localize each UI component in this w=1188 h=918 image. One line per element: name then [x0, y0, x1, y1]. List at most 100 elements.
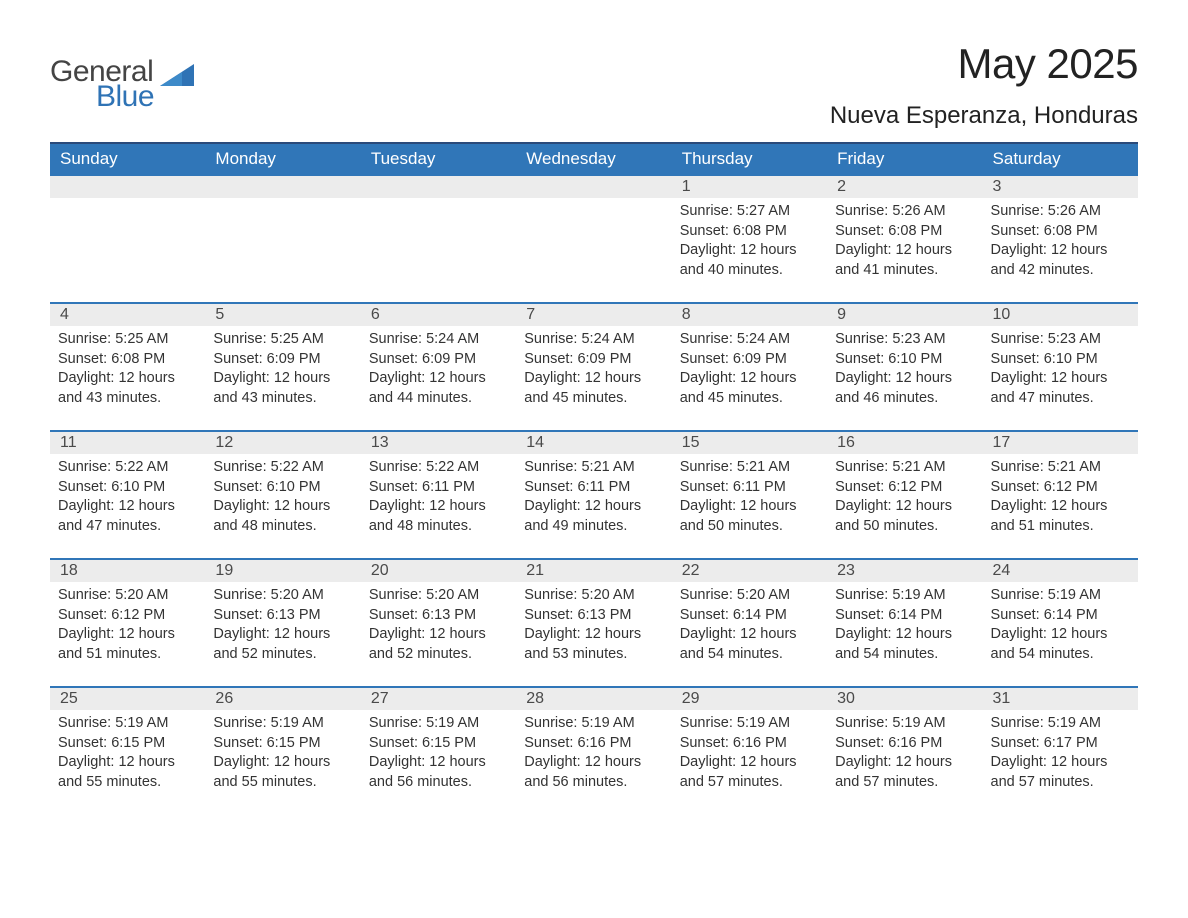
month-title: May 2025	[830, 40, 1138, 88]
calendar-week-row: 11Sunrise: 5:22 AMSunset: 6:10 PMDayligh…	[50, 430, 1138, 558]
sunset-text: Sunset: 6:08 PM	[991, 222, 1130, 242]
weekday-header: Friday	[827, 143, 982, 174]
calendar-day-cell: 23Sunrise: 5:19 AMSunset: 6:14 PMDayligh…	[827, 558, 982, 686]
calendar-day-cell: 9Sunrise: 5:23 AMSunset: 6:10 PMDaylight…	[827, 302, 982, 430]
calendar-day-cell: 10Sunrise: 5:23 AMSunset: 6:10 PMDayligh…	[983, 302, 1138, 430]
day-body: Sunrise: 5:19 AMSunset: 6:16 PMDaylight:…	[516, 710, 671, 796]
calendar-day-cell: 17Sunrise: 5:21 AMSunset: 6:12 PMDayligh…	[983, 430, 1138, 558]
sunrise-text: Sunrise: 5:20 AM	[369, 586, 508, 606]
daylight-text: Daylight: 12 hours and 40 minutes.	[680, 241, 819, 280]
day-body: Sunrise: 5:23 AMSunset: 6:10 PMDaylight:…	[827, 326, 982, 412]
day-body: Sunrise: 5:25 AMSunset: 6:09 PMDaylight:…	[205, 326, 360, 412]
calendar-week-row: 18Sunrise: 5:20 AMSunset: 6:12 PMDayligh…	[50, 558, 1138, 686]
day-number: 24	[983, 558, 1138, 582]
day-body: Sunrise: 5:25 AMSunset: 6:08 PMDaylight:…	[50, 326, 205, 412]
daylight-text: Daylight: 12 hours and 50 minutes.	[680, 497, 819, 536]
day-body: Sunrise: 5:22 AMSunset: 6:11 PMDaylight:…	[361, 454, 516, 540]
daylight-text: Daylight: 12 hours and 54 minutes.	[991, 625, 1130, 664]
sunset-text: Sunset: 6:15 PM	[58, 734, 197, 754]
sunrise-text: Sunrise: 5:27 AM	[680, 202, 819, 222]
daylight-text: Daylight: 12 hours and 48 minutes.	[369, 497, 508, 536]
daylight-text: Daylight: 12 hours and 47 minutes.	[991, 369, 1130, 408]
day-body: Sunrise: 5:22 AMSunset: 6:10 PMDaylight:…	[205, 454, 360, 540]
day-body: Sunrise: 5:19 AMSunset: 6:16 PMDaylight:…	[672, 710, 827, 796]
day-body: Sunrise: 5:20 AMSunset: 6:13 PMDaylight:…	[361, 582, 516, 668]
day-number: 20	[361, 558, 516, 582]
daylight-text: Daylight: 12 hours and 45 minutes.	[524, 369, 663, 408]
sunrise-text: Sunrise: 5:23 AM	[835, 330, 974, 350]
daylight-text: Daylight: 12 hours and 57 minutes.	[835, 753, 974, 792]
day-body: Sunrise: 5:24 AMSunset: 6:09 PMDaylight:…	[672, 326, 827, 412]
sunset-text: Sunset: 6:17 PM	[991, 734, 1130, 754]
brand-text: General Blue	[50, 58, 154, 111]
day-number: 13	[361, 430, 516, 454]
day-number: 9	[827, 302, 982, 326]
sunset-text: Sunset: 6:13 PM	[524, 606, 663, 626]
sunset-text: Sunset: 6:16 PM	[680, 734, 819, 754]
sunrise-text: Sunrise: 5:19 AM	[991, 714, 1130, 734]
day-number: 29	[672, 686, 827, 710]
empty-day-strip	[516, 174, 671, 198]
day-number: 6	[361, 302, 516, 326]
calendar-day-cell: 7Sunrise: 5:24 AMSunset: 6:09 PMDaylight…	[516, 302, 671, 430]
brand-part2: Blue	[96, 83, 154, 112]
title-block: May 2025 Nueva Esperanza, Honduras	[830, 40, 1138, 138]
sunrise-text: Sunrise: 5:21 AM	[991, 458, 1130, 478]
day-body: Sunrise: 5:21 AMSunset: 6:12 PMDaylight:…	[827, 454, 982, 540]
sunrise-text: Sunrise: 5:24 AM	[524, 330, 663, 350]
sunrise-text: Sunrise: 5:20 AM	[524, 586, 663, 606]
day-number: 11	[50, 430, 205, 454]
daylight-text: Daylight: 12 hours and 54 minutes.	[835, 625, 974, 664]
day-body: Sunrise: 5:19 AMSunset: 6:14 PMDaylight:…	[983, 582, 1138, 668]
day-body: Sunrise: 5:26 AMSunset: 6:08 PMDaylight:…	[827, 198, 982, 284]
daylight-text: Daylight: 12 hours and 57 minutes.	[991, 753, 1130, 792]
daylight-text: Daylight: 12 hours and 48 minutes.	[213, 497, 352, 536]
calendar-day-cell	[516, 174, 671, 302]
header-row: General Blue May 2025 Nueva Esperanza, H…	[50, 40, 1138, 138]
calendar-day-cell	[205, 174, 360, 302]
sunset-text: Sunset: 6:09 PM	[680, 350, 819, 370]
sunset-text: Sunset: 6:08 PM	[680, 222, 819, 242]
day-body: Sunrise: 5:26 AMSunset: 6:08 PMDaylight:…	[983, 198, 1138, 284]
day-number: 17	[983, 430, 1138, 454]
day-number: 18	[50, 558, 205, 582]
daylight-text: Daylight: 12 hours and 56 minutes.	[369, 753, 508, 792]
empty-day-strip	[361, 174, 516, 198]
daylight-text: Daylight: 12 hours and 55 minutes.	[58, 753, 197, 792]
calendar-day-cell: 27Sunrise: 5:19 AMSunset: 6:15 PMDayligh…	[361, 686, 516, 814]
sunset-text: Sunset: 6:10 PM	[213, 478, 352, 498]
calendar-day-cell: 22Sunrise: 5:20 AMSunset: 6:14 PMDayligh…	[672, 558, 827, 686]
calendar-day-cell: 3Sunrise: 5:26 AMSunset: 6:08 PMDaylight…	[983, 174, 1138, 302]
sunset-text: Sunset: 6:09 PM	[369, 350, 508, 370]
sunrise-text: Sunrise: 5:22 AM	[58, 458, 197, 478]
sunrise-text: Sunrise: 5:26 AM	[991, 202, 1130, 222]
day-number: 16	[827, 430, 982, 454]
daylight-text: Daylight: 12 hours and 49 minutes.	[524, 497, 663, 536]
sunrise-text: Sunrise: 5:24 AM	[369, 330, 508, 350]
empty-day-strip	[205, 174, 360, 198]
sunrise-text: Sunrise: 5:19 AM	[680, 714, 819, 734]
calendar-day-cell: 15Sunrise: 5:21 AMSunset: 6:11 PMDayligh…	[672, 430, 827, 558]
calendar-day-cell: 13Sunrise: 5:22 AMSunset: 6:11 PMDayligh…	[361, 430, 516, 558]
sunrise-text: Sunrise: 5:22 AM	[213, 458, 352, 478]
calendar-day-cell: 4Sunrise: 5:25 AMSunset: 6:08 PMDaylight…	[50, 302, 205, 430]
sunrise-text: Sunrise: 5:25 AM	[213, 330, 352, 350]
day-number: 28	[516, 686, 671, 710]
sunrise-text: Sunrise: 5:20 AM	[58, 586, 197, 606]
day-number: 23	[827, 558, 982, 582]
calendar-day-cell: 8Sunrise: 5:24 AMSunset: 6:09 PMDaylight…	[672, 302, 827, 430]
daylight-text: Daylight: 12 hours and 54 minutes.	[680, 625, 819, 664]
daylight-text: Daylight: 12 hours and 42 minutes.	[991, 241, 1130, 280]
sunset-text: Sunset: 6:14 PM	[991, 606, 1130, 626]
sunset-text: Sunset: 6:14 PM	[680, 606, 819, 626]
sunset-text: Sunset: 6:15 PM	[213, 734, 352, 754]
calendar-day-cell: 20Sunrise: 5:20 AMSunset: 6:13 PMDayligh…	[361, 558, 516, 686]
sunset-text: Sunset: 6:16 PM	[835, 734, 974, 754]
day-number: 5	[205, 302, 360, 326]
day-body: Sunrise: 5:19 AMSunset: 6:15 PMDaylight:…	[205, 710, 360, 796]
day-number: 27	[361, 686, 516, 710]
sunrise-text: Sunrise: 5:21 AM	[524, 458, 663, 478]
sunset-text: Sunset: 6:14 PM	[835, 606, 974, 626]
calendar-day-cell: 5Sunrise: 5:25 AMSunset: 6:09 PMDaylight…	[205, 302, 360, 430]
daylight-text: Daylight: 12 hours and 43 minutes.	[58, 369, 197, 408]
